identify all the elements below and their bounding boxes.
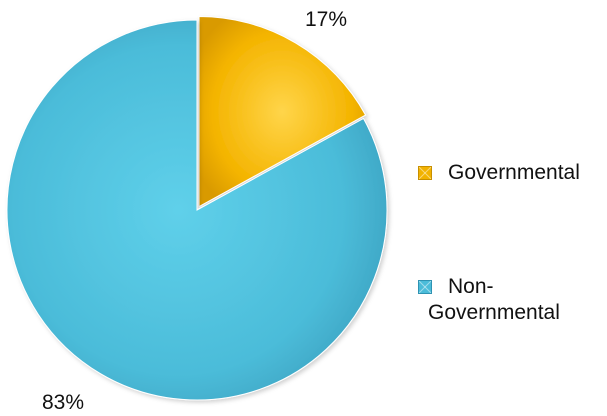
legend-label-line: Governmental <box>428 301 560 324</box>
legend-label-non-governmental: Non- Governmental <box>428 274 607 326</box>
legend-item-non-governmental: Non- Governmental <box>418 274 607 326</box>
legend-label-line: Non- <box>448 275 494 298</box>
pie-slice-non-governmental <box>6 19 388 401</box>
legend-item-governmental: Governmental <box>418 160 607 186</box>
legend-label-governmental: Governmental <box>448 161 580 184</box>
data-label-governmental: 17% <box>305 8 348 31</box>
pie-slice-governmental <box>198 16 367 208</box>
legend-swatch-non-governmental <box>418 280 432 294</box>
data-label-non-governmental: 83% <box>42 391 85 414</box>
legend-swatch-governmental <box>418 166 432 180</box>
pie-slices <box>6 16 388 401</box>
